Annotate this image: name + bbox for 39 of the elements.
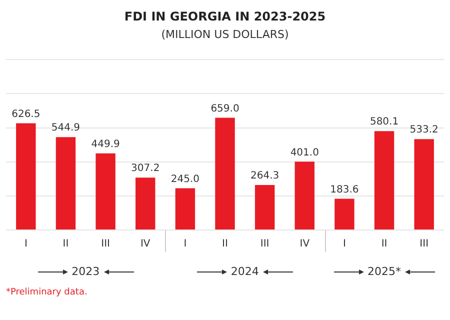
data-label: 245.0 <box>170 174 200 185</box>
bar <box>414 139 434 230</box>
x-tick-label: I <box>342 238 346 250</box>
data-label: 264.3 <box>250 170 280 182</box>
bar <box>374 131 394 230</box>
text: *Preliminary data. <box>6 287 88 298</box>
chart-title: FDI IN GEORGIA IN 2023-2025 <box>124 9 326 24</box>
bar <box>334 198 354 230</box>
data-label: 533.2 <box>410 124 438 136</box>
x-tick-label: IV <box>300 238 310 250</box>
x-tick-label: II <box>222 238 228 250</box>
chart-subtitle: (MILLION US DOLLARS) <box>161 28 289 41</box>
data-label: 544.9 <box>51 122 80 134</box>
bar <box>56 137 76 230</box>
text: 2024 <box>230 264 259 278</box>
data-label: 307.2 <box>131 163 160 174</box>
data-label: 401.0 <box>290 147 319 158</box>
data-label: 449.9 <box>91 138 120 150</box>
x-tick-label: IV <box>140 238 150 250</box>
x-tick-label: III <box>101 238 110 250</box>
bar <box>96 153 116 230</box>
x-tick-label: III <box>260 238 270 250</box>
x-tick-label: I <box>184 238 187 250</box>
bar <box>215 118 235 230</box>
x-tick-label: II <box>381 238 388 250</box>
x-tick-label: I <box>24 238 28 250</box>
data-label: 183.6 <box>330 184 359 196</box>
data-label: 659.0 <box>210 103 240 114</box>
bar <box>294 162 314 230</box>
bar <box>175 188 196 230</box>
data-label: 626.5 <box>12 108 40 120</box>
x-tick-label: II <box>62 238 69 250</box>
text: 2023 <box>72 264 100 278</box>
data-label: 580.1 <box>370 116 399 128</box>
bar <box>254 184 275 230</box>
bar <box>136 178 156 230</box>
text: 2025* <box>368 264 402 278</box>
x-tick-label: III <box>420 238 429 250</box>
bar <box>16 123 36 230</box>
